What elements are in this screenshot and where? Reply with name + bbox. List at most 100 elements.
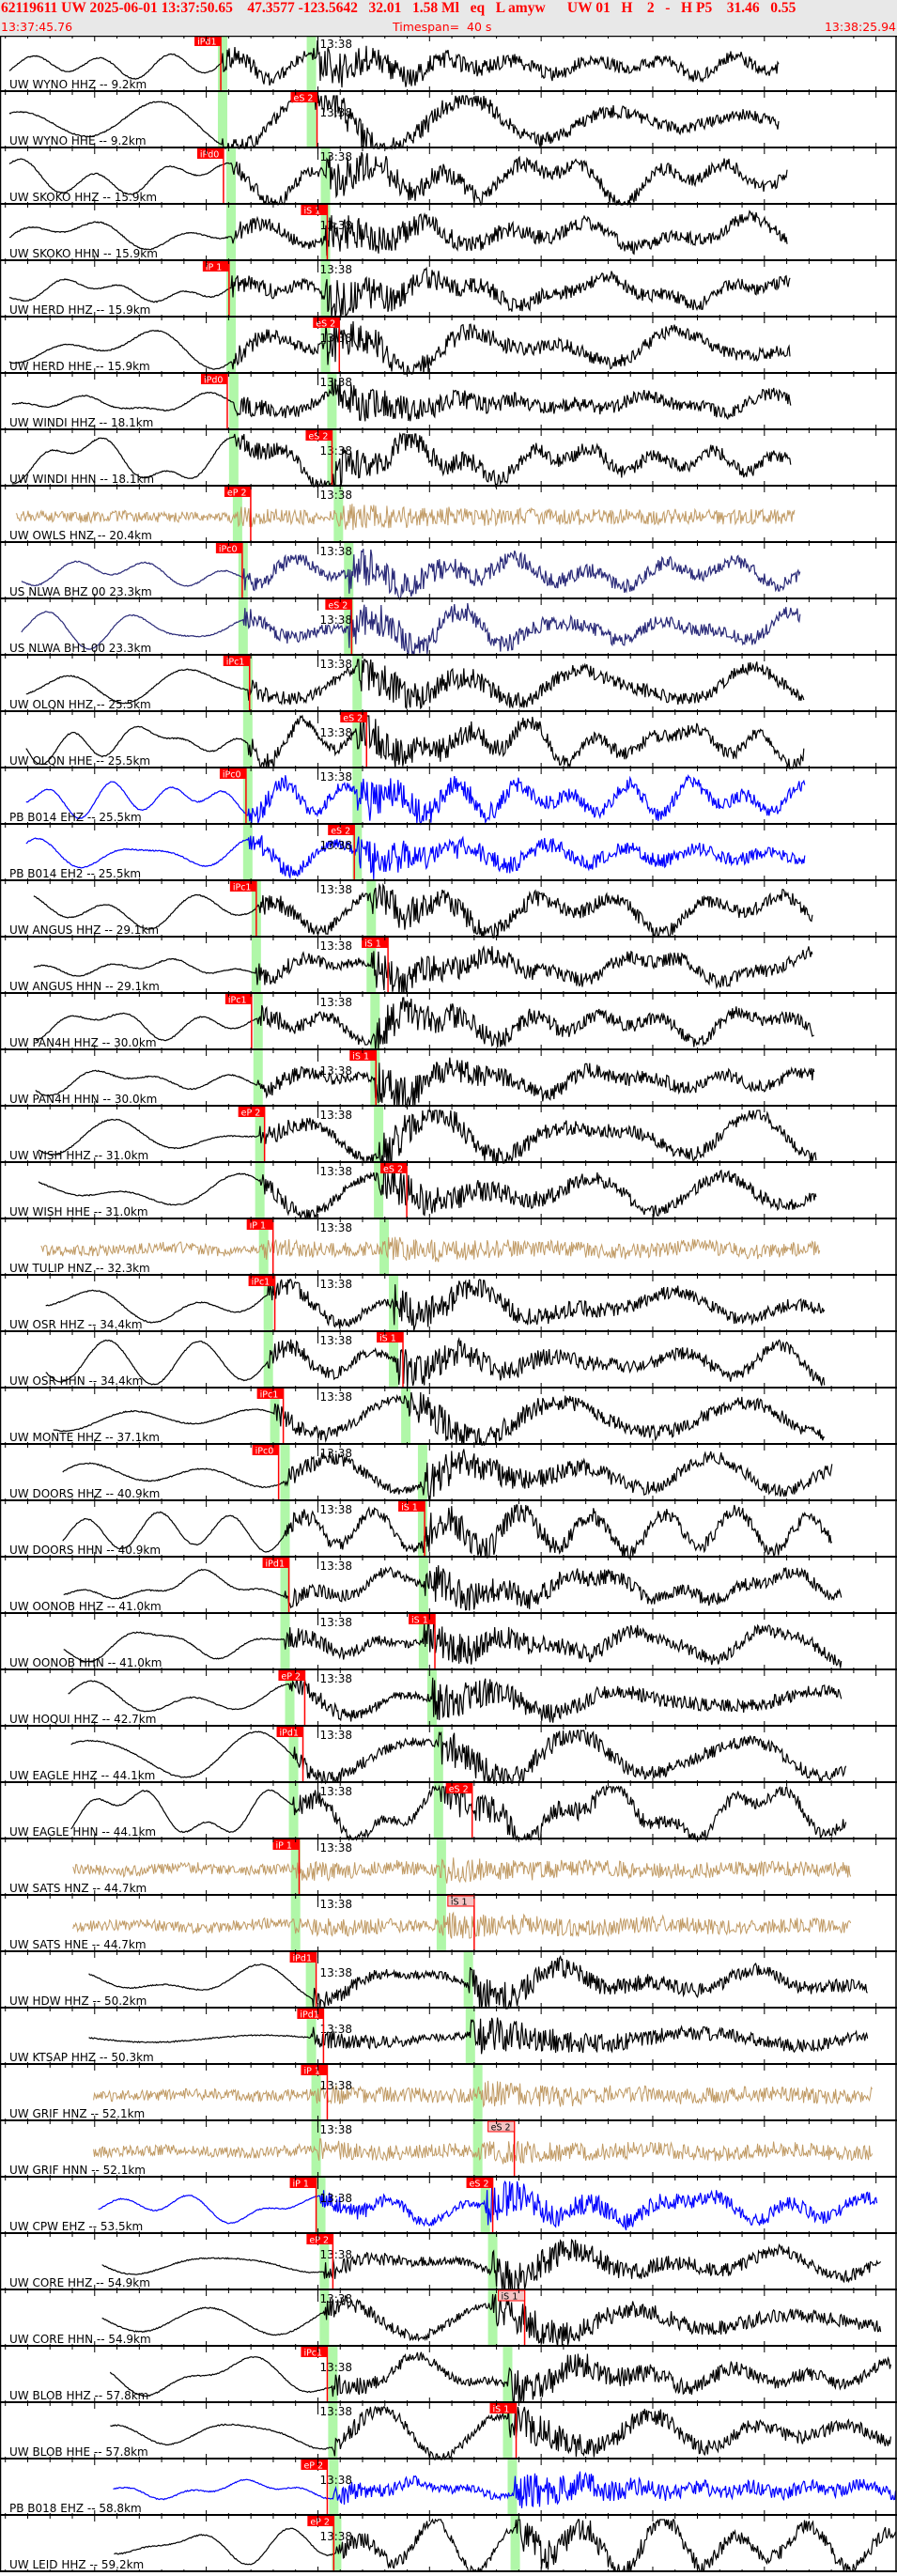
pick-flag[interactable]	[202, 261, 229, 272]
phase-pick[interactable]: eS 2	[313, 318, 341, 374]
phase-pick[interactable]: iPc1	[229, 881, 257, 938]
phase-pick[interactable]: iPd1	[297, 2009, 325, 2065]
trace-row[interactable]: 13:38 iPd1 UW WYNO HHZ -- 9.2km	[0, 36, 897, 92]
phase-pick[interactable]: eP 2	[301, 2460, 329, 2516]
pick-flag[interactable]	[447, 1895, 475, 1907]
pick-flag[interactable]	[194, 36, 222, 46]
phase-pick[interactable]: iPd1	[262, 1558, 290, 1614]
trace-row[interactable]: 13:38 eS 2 UW WINDI HHN -- 18.1km	[0, 430, 897, 489]
trace-row[interactable]: 13:38 iPc1 UW PAN4H HHZ -- 30.0km	[0, 994, 897, 1051]
trace-row[interactable]: 13:38 iPc0 PB B014 EHZ -- 25.5km	[0, 768, 897, 826]
phase-pick[interactable]: iS 1	[377, 1332, 404, 1389]
trace-row[interactable]: 13:38 iPd1 UW HDW HHZ -- 50.2km	[0, 1952, 897, 2010]
trace-row[interactable]: 13:38 iPc1 UW BLOB HHZ -- 57.8km	[0, 2347, 897, 2404]
pick-flag[interactable]	[262, 1558, 289, 1568]
pick-flag[interactable]	[380, 1163, 408, 1173]
phase-pick[interactable]: iPd1	[194, 36, 222, 92]
phase-pick[interactable]: eS 2	[380, 1163, 408, 1219]
phase-pick[interactable]: eP 2	[278, 1670, 306, 1727]
trace-row[interactable]: 13:38 eS 2 PB B014 EH2 -- 25.5km	[0, 825, 897, 881]
phase-pick[interactable]: iPc1	[223, 656, 251, 712]
pick-flag[interactable]	[238, 1107, 265, 1117]
trace-row[interactable]: 13:38 iPc1 UW ANGUS HHZ -- 29.1km	[0, 881, 897, 939]
phase-pick[interactable]: eS 2	[445, 1783, 473, 1839]
trace-row[interactable]: 13:38 iS 1 UW BLOB HHE -- 57.8km	[0, 2403, 897, 2461]
pick-flag[interactable]	[328, 825, 355, 835]
pick-flag[interactable]	[466, 2178, 493, 2188]
pick-flag[interactable]	[278, 1670, 305, 1681]
trace-row[interactable]: 13:38 eS 2 UW OLQN HHE -- 25.5km	[0, 712, 897, 770]
pick-flag[interactable]	[498, 2289, 526, 2302]
trace-row[interactable]: 13:38 eP 2 UW CORE HHZ -- 54.9km	[0, 2234, 897, 2292]
trace-row[interactable]: 13:38 iS 1 UW DOORS HHN -- 40.9km	[0, 1501, 897, 1559]
pick-flag[interactable]	[246, 1219, 273, 1230]
trace-row[interactable]: 13:38 iS 1 UW OONOB HHN -- 41.0km	[0, 1614, 897, 1670]
phase-pick[interactable]: iPc1	[224, 994, 253, 1050]
phase-pick[interactable]: iS 1	[447, 1895, 475, 1952]
pick-flag[interactable]	[223, 656, 250, 666]
pick-flag[interactable]	[224, 487, 251, 497]
phase-pick[interactable]: eS 2	[340, 712, 368, 768]
phase-pick[interactable]: iS 1	[349, 1050, 378, 1107]
trace-row[interactable]: 13:38 iP 1 UW HERD HHZ -- 15.9km	[0, 261, 897, 318]
phase-pick[interactable]: iP 1	[289, 2178, 317, 2234]
pick-flag[interactable]	[307, 2516, 334, 2526]
trace-row[interactable]: 13:38 eS 2 UW WISH HHE -- 31.0km	[0, 1163, 897, 1220]
trace-row[interactable]: 13:38 iS 1 UW SKOKO HHN -- 15.9km	[0, 205, 897, 261]
pick-flag[interactable]	[248, 1276, 275, 1286]
phase-pick[interactable]: iP 1	[246, 1219, 274, 1276]
phase-pick[interactable]: iP 1	[301, 2065, 329, 2121]
phase-pick[interactable]: eS 2	[487, 2120, 516, 2178]
trace-row[interactable]: 13:38 eP 2 UW HOQUI HHZ -- 42.7km	[0, 1670, 897, 1727]
phase-pick[interactable]: eP 2	[224, 487, 252, 543]
pick-flag[interactable]	[289, 2178, 317, 2188]
pick-flag[interactable]	[200, 374, 227, 384]
pick-flag[interactable]	[398, 1501, 425, 1512]
pick-flag[interactable]	[256, 1389, 284, 1399]
pick-flag[interactable]	[276, 1727, 303, 1737]
pick-flag[interactable]	[301, 2065, 328, 2075]
phase-pick[interactable]: iPc1	[256, 1389, 285, 1445]
pick-flag[interactable]	[409, 1614, 436, 1624]
phase-pick[interactable]: iPd0	[200, 374, 228, 430]
trace-row[interactable]: 13:38 eS 2 UW EAGLE HHN -- 44.1km	[0, 1783, 897, 1842]
trace-row[interactable]: 13:38 eS 2 UW WYNO HHE -- 9.2km	[0, 92, 897, 151]
phase-pick[interactable]: eS 2	[466, 2178, 494, 2234]
trace-row[interactable]: 13:38 iS 1 UW OSR HHN -- 34.4km	[0, 1332, 897, 1389]
trace-row[interactable]: 13:38 iS 1 UW ANGUS HHN -- 29.1km	[0, 938, 897, 995]
pick-flag[interactable]	[306, 2234, 333, 2244]
trace-row[interactable]: 13:38 iS 1 UW CORE HHN -- 54.9km	[0, 2289, 897, 2347]
pick-flag[interactable]	[313, 318, 340, 328]
pick-flag[interactable]	[219, 768, 246, 779]
phase-pick[interactable]: iPc1	[301, 2347, 329, 2403]
pick-flag[interactable]	[301, 2347, 328, 2357]
pick-flag[interactable]	[377, 1332, 404, 1342]
phase-pick[interactable]: iP 1	[272, 1839, 301, 1896]
phase-pick[interactable]: iS 1	[498, 2289, 526, 2347]
trace-row[interactable]: 13:38 eS 2 UW GRIF HNN -- 52.1km	[0, 2120, 897, 2178]
pick-flag[interactable]	[224, 994, 252, 1004]
phase-pick[interactable]: iPc1	[248, 1276, 276, 1332]
phase-pick[interactable]: iPd1	[289, 1952, 317, 2009]
phase-pick[interactable]: iS 1	[409, 1614, 436, 1670]
phase-pick[interactable]: iPc0	[219, 768, 247, 825]
trace-row[interactable]: 13:38 iP 1 eS 2 UW CPW EHZ -- 53.5km	[0, 2178, 897, 2234]
trace-row[interactable]: 13:38 iPd0 UW WINDI HHZ -- 18.1km	[0, 374, 897, 430]
pick-flag[interactable]	[445, 1783, 472, 1793]
trace-row[interactable]: 13:38 iS 1 UW SATS HNE -- 44.7km	[0, 1895, 897, 1952]
pick-flag[interactable]	[289, 1952, 317, 1963]
trace-row[interactable]: 13:38 eP 2 UW LEID HHZ -- 59.2km	[0, 2516, 897, 2574]
phase-pick[interactable]: eS 2	[290, 92, 318, 148]
phase-pick[interactable]: eS 2	[328, 825, 355, 881]
pick-flag[interactable]	[362, 938, 389, 948]
phase-pick[interactable]: eP 2	[238, 1107, 266, 1163]
phase-pick[interactable]: iPd1	[276, 1727, 304, 1783]
trace-row[interactable]: 13:38 iP 1 UW SATS HNZ -- 44.7km	[0, 1839, 897, 1896]
phase-pick[interactable]: eS 2	[325, 599, 353, 656]
trace-row[interactable]: 13:38 iPc1 UW MONTE HHZ -- 37.1km	[0, 1389, 897, 1447]
pick-flag[interactable]	[290, 92, 317, 102]
pick-flag[interactable]	[325, 599, 352, 610]
